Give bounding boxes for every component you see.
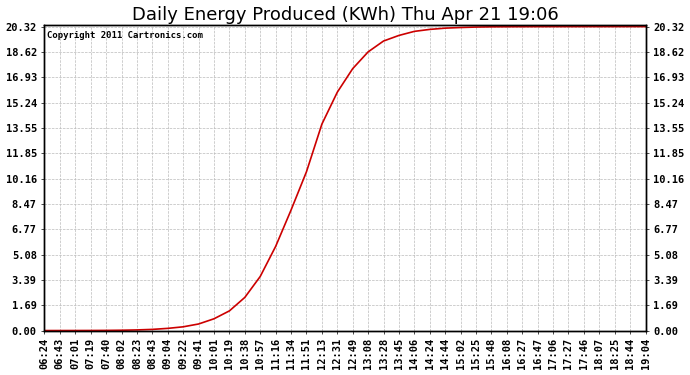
Title: Daily Energy Produced (KWh) Thu Apr 21 19:06: Daily Energy Produced (KWh) Thu Apr 21 1… [132,6,558,24]
Text: Copyright 2011 Cartronics.com: Copyright 2011 Cartronics.com [48,31,204,40]
